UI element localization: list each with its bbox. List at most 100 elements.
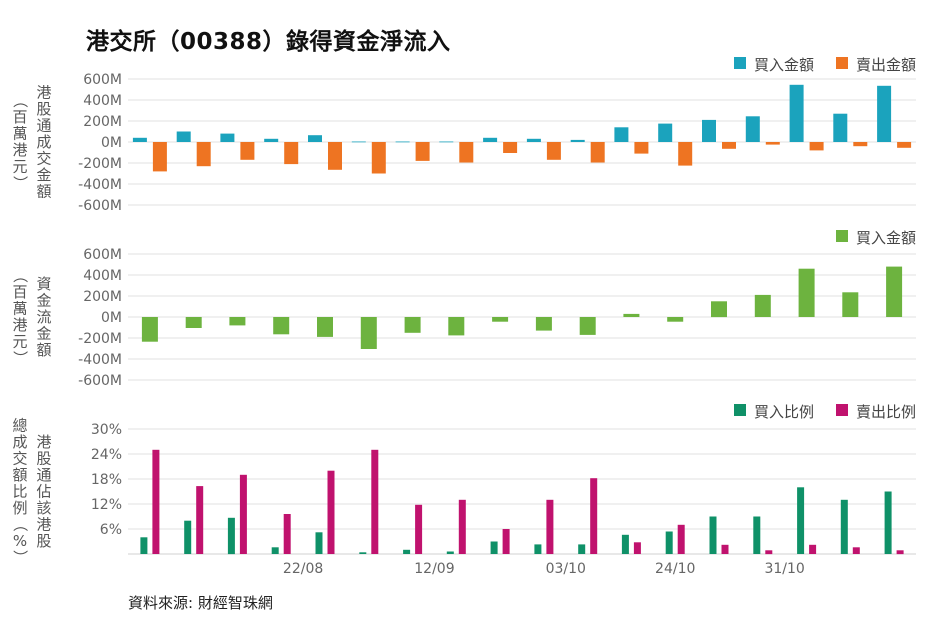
y-axis-label-char: 股: [36, 532, 51, 550]
bar-1-0: [623, 313, 640, 317]
bar-0-0: [745, 116, 760, 142]
y-axis-label-char: 金: [36, 291, 51, 309]
y-axis-label-char: 萬: [12, 125, 27, 143]
y-axis-label-char: 通: [36, 116, 51, 134]
bar-0-1: [897, 142, 912, 148]
y-axis-label-char: 該: [36, 499, 51, 517]
buy-ratio-bar: [490, 541, 498, 554]
y-axis-label-char: 通: [36, 466, 51, 484]
y-axis-label-char: 金: [36, 324, 51, 342]
bar-0-0: [658, 123, 673, 142]
sell-ratio-bar: [633, 542, 641, 554]
y-axis-label-char: 比: [12, 482, 27, 500]
y-axis-label-char: %: [13, 532, 27, 550]
y-tick-label: -400M: [78, 177, 122, 193]
buy-ratio-bar: [840, 499, 848, 554]
y-tick-label: 30%: [91, 422, 122, 438]
bar-0-1: [590, 142, 605, 163]
legend-swatch: [734, 404, 746, 416]
legend-swatch: [734, 57, 746, 69]
y-axis-label-char: 港: [36, 515, 51, 533]
y-tick-label: 12%: [91, 497, 122, 513]
chart-title: 港交所（00388）錄得資金淨流入: [86, 29, 451, 55]
y-tick-label: 600M: [83, 247, 122, 263]
buy-ratio-bar: [709, 516, 717, 554]
source-note: 資料來源: 財經智珠網: [128, 594, 273, 612]
bar-1-0: [492, 317, 509, 322]
y-tick-label: -600M: [78, 198, 122, 214]
y-axis-label-char: 額: [36, 182, 51, 200]
bar-0-0: [132, 137, 147, 142]
legend-label: 買入金額: [754, 56, 814, 74]
bar-0-1: [371, 142, 386, 174]
bar-0-0: [614, 127, 629, 142]
x-tick-label: 12/09: [414, 561, 454, 577]
bar-0-0: [176, 131, 191, 142]
legend-swatch: [836, 230, 848, 242]
y-axis-label-char: 流: [36, 308, 51, 326]
sell-ratio-bar: [546, 499, 554, 554]
bar-1-0: [141, 317, 158, 342]
bar-1-0: [754, 294, 771, 317]
sell-ratio-bar: [765, 550, 773, 555]
bar-0-1: [809, 142, 824, 151]
sell-ratio-bar: [371, 449, 379, 554]
y-axis-label-char: （: [11, 93, 29, 108]
bar-0-0: [702, 119, 716, 142]
y-axis-label-char: 額: [12, 466, 27, 484]
y-axis-label-char: 交: [36, 149, 51, 167]
bar-1-0: [535, 317, 552, 331]
bar-1-0: [404, 317, 421, 333]
y-axis-label-char: 港: [12, 316, 27, 334]
bar-1-0: [798, 268, 815, 317]
bar-0-1: [328, 142, 342, 170]
sell-ratio-bar: [152, 449, 160, 554]
sell-ratio-bar: [239, 474, 247, 554]
y-tick-label: -600M: [78, 373, 122, 389]
sell-ratio-bar: [502, 529, 510, 554]
y-axis-label-char: ）: [11, 350, 29, 365]
sell-ratio-bar: [852, 547, 860, 554]
buy-ratio-bar: [665, 531, 673, 554]
bar-1-0: [579, 317, 596, 335]
bar-1-0: [448, 317, 465, 336]
y-axis-label-char: 例: [12, 499, 27, 517]
y-axis-label-char: 資: [36, 275, 51, 293]
bar-0-1: [853, 142, 868, 147]
bar-0-1: [678, 142, 693, 166]
bar-1-0: [273, 317, 290, 335]
buy-ratio-bar: [140, 537, 148, 554]
y-tick-label: 0M: [101, 135, 122, 151]
bar-0-0: [308, 135, 322, 142]
bar-1-0: [317, 317, 333, 337]
y-axis-label-char: 股: [36, 100, 51, 118]
y-axis-label-char: 交: [12, 449, 27, 467]
x-tick-label: 31/10: [764, 561, 804, 577]
sell-ratio-bar: [809, 544, 817, 554]
buy-ratio-bar: [359, 552, 367, 554]
bar-0-0: [351, 141, 366, 143]
sell-ratio-bar: [415, 504, 423, 554]
y-axis-label-char: 港: [12, 141, 27, 159]
bar-1-0: [185, 317, 202, 328]
bar-0-1: [546, 142, 561, 160]
buy-ratio-bar: [271, 547, 279, 554]
x-tick-label: 03/10: [546, 561, 586, 577]
bar-0-1: [415, 142, 430, 161]
bar-0-0: [395, 141, 410, 143]
y-tick-label: 400M: [83, 268, 122, 284]
sell-ratio-bar: [458, 499, 466, 554]
bar-0-1: [196, 142, 211, 167]
buy-ratio-bar: [446, 551, 454, 554]
legend-swatch: [836, 404, 848, 416]
y-axis-label-char: 金: [36, 166, 51, 184]
buy-ratio-bar: [403, 549, 411, 554]
buy-ratio-bar: [184, 520, 192, 554]
x-tick-label: 24/10: [655, 561, 695, 577]
y-tick-label: 400M: [83, 93, 122, 109]
legend-label: 賣出比例: [856, 403, 916, 421]
y-axis-label-char: ）: [11, 175, 29, 190]
buy-ratio-bar: [534, 544, 542, 554]
